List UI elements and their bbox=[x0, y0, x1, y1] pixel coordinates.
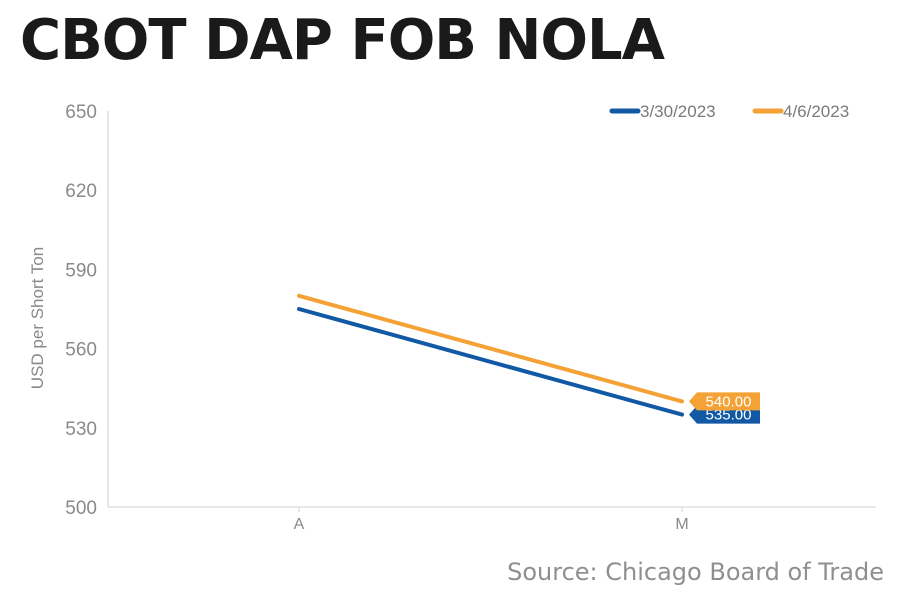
y-tick-label: 650 bbox=[65, 102, 97, 123]
x-tick-label: A bbox=[294, 516, 305, 533]
chart-legend: 3/30/2023 4/6/2023 bbox=[609, 102, 849, 121]
source-note: Source: Chicago Board of Trade bbox=[507, 558, 884, 586]
data-label: 540.00 bbox=[706, 393, 752, 410]
x-tick-label: M bbox=[675, 516, 688, 533]
y-tick-label: 590 bbox=[65, 260, 97, 281]
chart-axes bbox=[107, 111, 876, 508]
chart-title: CBOT DAP FOB NOLA bbox=[20, 8, 665, 73]
series-line bbox=[297, 307, 684, 417]
y-tick-label: 500 bbox=[65, 498, 97, 519]
y-tick-label: 560 bbox=[65, 340, 97, 361]
legend-label: 3/30/2023 bbox=[640, 102, 716, 121]
data-label-tag bbox=[689, 392, 760, 411]
y-tick-label: 530 bbox=[65, 419, 97, 440]
series-line bbox=[297, 293, 684, 404]
chart-series bbox=[297, 293, 684, 417]
y-axis-title: USD per Short Ton bbox=[28, 247, 47, 389]
data-label: 535.00 bbox=[706, 407, 752, 424]
legend-label: 4/6/2023 bbox=[783, 102, 849, 121]
y-axis-ticks: 500 530 560 590 620 650 bbox=[65, 102, 97, 519]
y-tick-label: 620 bbox=[65, 181, 97, 202]
